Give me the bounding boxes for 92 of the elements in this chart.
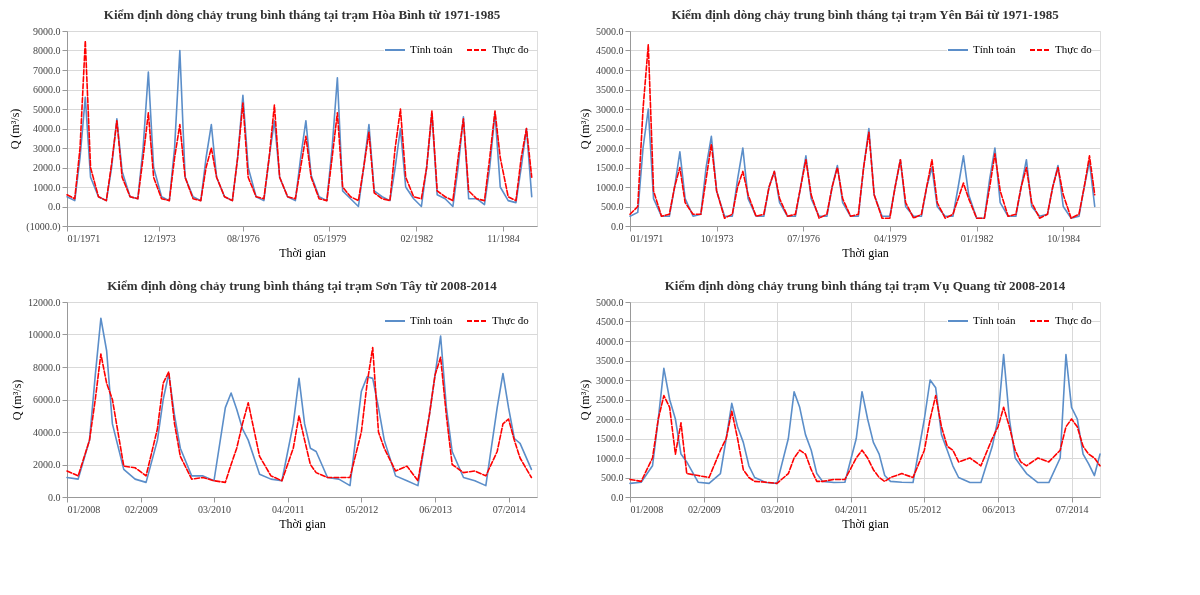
y-tick-label: 0.0 (611, 220, 624, 232)
x-tick-label: 07/1976 (787, 232, 821, 244)
y-tick-label: 1000.0 (596, 452, 624, 464)
legend-label: Tính toán (973, 43, 1016, 55)
y-tick-label: 1500.0 (596, 162, 624, 173)
y-tick-label: 3000.0 (596, 103, 624, 115)
y-tick-label: 2000.0 (596, 413, 624, 425)
legend-label: Tính toán (973, 314, 1016, 326)
y-tick-label: 4000.0 (596, 335, 624, 347)
legend-label: Thực đo (1055, 314, 1093, 326)
x-tick-label: 03/2010 (198, 503, 231, 515)
x-tick-label: 07/2014 (1055, 503, 1089, 515)
line-series (66, 346, 533, 484)
x-tick-label: 04/1979 (873, 232, 907, 244)
x-tick-label: 03/2010 (761, 503, 794, 515)
x-tick-label: 12/1973 (142, 232, 176, 244)
x-tick-label: 02/2009 (687, 503, 721, 515)
y-tick-label: 8000.0 (33, 45, 61, 56)
y-tick-label: 3000.0 (596, 374, 624, 386)
x-tick-label: 05/2012 (345, 503, 379, 515)
x-tick-label: 01/1971 (67, 232, 101, 244)
y-tick-label: 500.0 (601, 472, 624, 483)
x-tick-label: 02/1982 (400, 232, 434, 244)
y-tick-label: 6000.0 (33, 394, 61, 405)
line-series (629, 353, 1101, 485)
chart-title: Kiểm định dòng chảy trung bình tháng tại trạm Yên Bái từ 1971-1985 (671, 7, 1060, 22)
x-tick-label: 01/2008 (630, 503, 664, 515)
x-tick-label: 05/1979 (313, 232, 347, 244)
y-tick-label: 12000.0 (28, 296, 61, 308)
y-tick-label: 5000.0 (596, 25, 624, 37)
x-tick-label: 08/1976 (227, 232, 260, 244)
y-tick-label: 5000.0 (33, 103, 61, 115)
legend-label: Tính toán (410, 314, 453, 326)
y-tick-label: 0.0 (48, 201, 61, 212)
y-tick-label: 4500.0 (596, 45, 624, 56)
line-series (629, 394, 1101, 485)
legend-label: Thực đo (1055, 43, 1093, 55)
x-tick-label: 05/2012 (908, 503, 942, 515)
x-tick-label: 01/1971 (630, 232, 664, 244)
y-axis-title: Q (m³/s) (8, 108, 23, 150)
y-tick-label: 500.0 (601, 201, 624, 212)
legend-label: Tính toán (410, 43, 453, 55)
x-tick-label: 10/1984 (1047, 232, 1081, 244)
y-tick-label: 3500.0 (596, 355, 624, 366)
x-tick-label: 07/2014 (492, 503, 526, 515)
y-axis-title: Q (m³/s) (578, 379, 592, 421)
chart-title: Kiểm định dòng chảy trung bình tháng tại trạm Vụ Quang từ 2008-2014 (664, 278, 1066, 293)
y-axis-title: Q (m³/s) (578, 108, 592, 150)
line-series (66, 317, 533, 487)
y-tick-label: 0.0 (48, 491, 61, 503)
x-tick-label: 01/1982 (960, 232, 994, 244)
y-tick-label: 0.0 (611, 491, 624, 503)
y-tick-label: 7000.0 (33, 64, 61, 76)
y-tick-label: 4000.0 (596, 64, 624, 76)
x-tick-label: 11/1984 (487, 232, 520, 244)
x-axis-title: Thời gian (279, 245, 326, 260)
y-tick-label: 4500.0 (596, 316, 624, 327)
y-axis-title: Q (m³/s) (10, 379, 24, 421)
y-tick-label: 4000.0 (33, 123, 61, 134)
y-tick-label: 1000.0 (596, 181, 624, 193)
x-tick-label: 01/2008 (67, 503, 101, 515)
x-tick-label: 10/1973 (700, 232, 734, 244)
line-series (629, 108, 1096, 219)
x-axis-title: Thời gian (842, 516, 889, 531)
y-tick-label: 10000.0 (28, 329, 61, 340)
y-tick-label: 1000.0 (33, 181, 61, 193)
line-series (629, 43, 1096, 219)
y-tick-label: 8000.0 (33, 361, 61, 373)
chart-title: Kiểm định dòng chảy trung bình tháng tại trạm Sơn Tây từ 2008-2014 (107, 278, 498, 293)
y-tick-label: 4000.0 (33, 426, 61, 438)
x-tick-label: 06/2013 (419, 503, 452, 515)
y-tick-label: 3500.0 (596, 84, 624, 95)
legend-label: Thực đo (492, 43, 530, 55)
y-tick-label: 2500.0 (596, 123, 624, 134)
x-axis-title: Thời gian (842, 245, 889, 260)
y-tick-label: 9000.0 (33, 25, 61, 37)
x-tick-label: 04/2011 (271, 503, 305, 515)
x-axis-title: Thời gian (279, 516, 326, 531)
legend-label: Thực đo (492, 314, 530, 326)
x-tick-label: 06/2013 (982, 503, 1015, 515)
y-tick-label: 1500.0 (596, 433, 624, 444)
y-tick-label: 2500.0 (596, 394, 624, 405)
y-tick-label: 6000.0 (33, 84, 61, 95)
y-tick-label: 2000.0 (33, 459, 61, 470)
y-tick-label: 2000.0 (596, 142, 624, 154)
x-tick-label: 02/2009 (124, 503, 158, 515)
y-tick-label: (1000.0) (26, 220, 61, 233)
y-tick-label: 5000.0 (596, 296, 624, 308)
chart-title: Kiểm định dòng chảy trung bình tháng tại trạm Hòa Bình từ 1971-1985 (103, 7, 501, 22)
x-tick-label: 04/2011 (834, 503, 868, 515)
y-tick-label: 3000.0 (33, 142, 61, 154)
y-tick-label: 2000.0 (33, 162, 61, 173)
